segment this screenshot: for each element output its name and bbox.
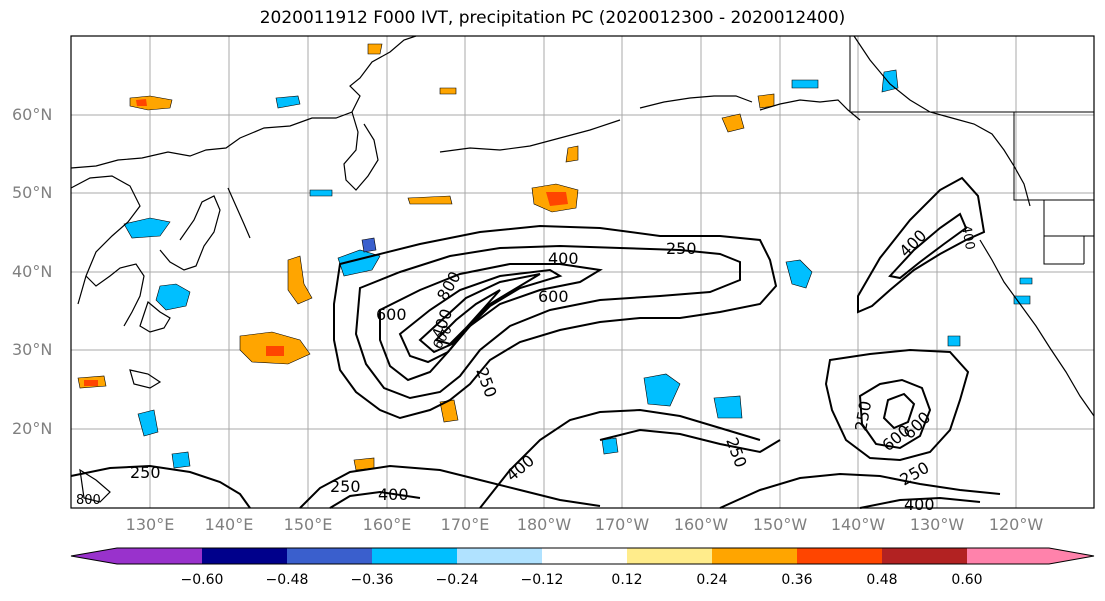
contour-label: 250: [851, 399, 875, 432]
colorbar-tick-label: −0.36: [350, 572, 394, 588]
precipitation-patches: [77, 43, 1033, 471]
lon-label: 130°W: [909, 515, 965, 534]
lon-label: 130°E: [125, 515, 175, 534]
contour-label: 400: [958, 224, 977, 251]
colorbar-bin: [287, 548, 372, 564]
colorbar-bin: [882, 548, 967, 564]
lon-label: 180°W: [516, 515, 572, 534]
colorbar-bin: [967, 548, 1049, 564]
borders: [849, 36, 1094, 265]
colorbar-tick-label: −0.48: [265, 572, 309, 588]
lat-label: 20°N: [12, 419, 53, 438]
lon-label: 170°E: [440, 515, 490, 534]
colorbar-tick-label: 0.48: [866, 572, 898, 588]
contour-label: 600: [538, 287, 569, 306]
colorbar-tick-label: −0.12: [520, 572, 564, 588]
colorbar-extend-low: [71, 548, 117, 564]
contour-label: 250: [722, 435, 750, 470]
colorbar-extend-high: [1049, 548, 1094, 564]
colorbar-bin: [457, 548, 542, 564]
colorbar-tick-label: −0.24: [435, 572, 479, 588]
lon-label: 150°W: [752, 515, 808, 534]
lon-label: 160°W: [673, 515, 729, 534]
colorbar-tick-label: 0.60: [951, 572, 983, 588]
contour-label: 250: [330, 477, 361, 496]
coastlines: [70, 35, 1095, 503]
contour-label: 250: [472, 365, 500, 400]
lat-label: 60°N: [12, 105, 53, 124]
lon-label: 150°E: [283, 515, 333, 534]
colorbar-bin: [797, 548, 882, 564]
lon-label: 140°W: [830, 515, 886, 534]
contour-labels: 250 400 600 800 250 600 400 250 400 250 …: [76, 224, 977, 514]
gridlines: [71, 36, 1094, 508]
colorbar-bin: [627, 548, 712, 564]
lat-label: 50°N: [12, 183, 53, 202]
contour-label: 400: [502, 451, 538, 485]
lon-label: 160°E: [362, 515, 412, 534]
colorbar-tick-label: −0.60: [180, 572, 224, 588]
colorbar-bin: [202, 548, 287, 564]
contour-label: 250: [130, 463, 161, 482]
map-title: 2020011912 F000 IVT, precipitation PC (2…: [259, 8, 846, 28]
map-frame: [70, 35, 1095, 509]
lat-label: 40°N: [12, 262, 53, 281]
colorbar-tick-label: 0.36: [781, 572, 813, 588]
contour-label: 600: [376, 305, 407, 324]
colorbar-bin: [542, 548, 627, 564]
colorbar-tick-label: 0.12: [611, 572, 643, 588]
lon-label: 140°E: [204, 515, 254, 534]
contour-label: 400: [548, 249, 579, 268]
contour-label: 800: [76, 493, 101, 508]
contour-label: 400: [904, 495, 935, 514]
colorbar-tick-label: 0.24: [696, 572, 728, 588]
colorbar-bin: [712, 548, 797, 564]
colorbar-outline: [70, 547, 1095, 565]
lon-label: 170°W: [594, 515, 650, 534]
ivt-contours: [70, 176, 1001, 509]
contour-label: 400: [378, 485, 409, 504]
colorbar-bin: [117, 548, 202, 564]
colorbar-bin: [372, 548, 457, 564]
contour-label: 250: [666, 239, 697, 258]
lat-label: 30°N: [12, 340, 53, 359]
lon-label: 120°W: [988, 515, 1044, 534]
colorbar: [70, 547, 1095, 565]
